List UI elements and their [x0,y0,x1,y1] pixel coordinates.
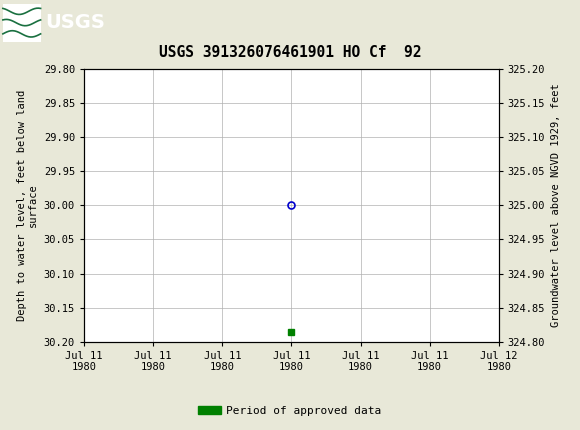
Y-axis label: Groundwater level above NGVD 1929, feet: Groundwater level above NGVD 1929, feet [551,83,561,327]
Text: USGS: USGS [45,13,105,32]
Legend: Period of approved data: Period of approved data [194,401,386,420]
Y-axis label: Depth to water level, feet below land
surface: Depth to water level, feet below land su… [17,90,38,321]
Text: USGS 391326076461901 HO Cf  92: USGS 391326076461901 HO Cf 92 [159,45,421,60]
FancyBboxPatch shape [3,3,41,42]
